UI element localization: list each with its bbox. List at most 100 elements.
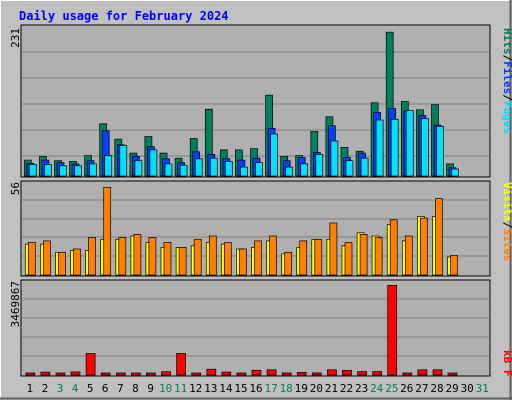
bars-bottom xyxy=(25,284,458,376)
day-label: 4 xyxy=(72,382,79,395)
bar-pages-day-17 xyxy=(270,133,278,177)
bar-pages-day-29 xyxy=(451,168,459,177)
bar-sites-day-15 xyxy=(239,248,247,276)
bar-sites-day-21 xyxy=(329,222,338,276)
bar-kbytes-day-10 xyxy=(161,371,171,376)
bar-kbytes-day-11 xyxy=(176,353,186,376)
bar-kbytes-day-28 xyxy=(432,369,443,376)
bar-sites-day-1 xyxy=(27,242,36,276)
bar-sites-day-2 xyxy=(43,240,51,276)
bar-kbytes-day-26 xyxy=(402,372,413,376)
legend-middle: Visits/Sites xyxy=(501,182,512,262)
bar-kbytes-day-19 xyxy=(296,372,307,376)
bar-kbytes-day-24 xyxy=(372,371,382,376)
bar-kbytes-day-29 xyxy=(447,372,458,376)
bar-sites-day-12 xyxy=(193,238,202,276)
bar-pages-day-2 xyxy=(44,164,52,177)
day-label: 31 xyxy=(476,382,489,395)
bar-sites-day-10 xyxy=(163,242,172,276)
bar-pages-day-27 xyxy=(421,118,429,177)
bar-kbytes-day-6 xyxy=(100,372,111,376)
bar-kbytes-day-13 xyxy=(206,368,217,376)
bar-sites-day-17 xyxy=(269,235,277,276)
day-label: 14 xyxy=(219,382,233,395)
day-label: 2 xyxy=(42,382,49,395)
legend-files: Files xyxy=(501,61,512,94)
bar-kbytes-day-27 xyxy=(417,369,428,376)
day-label: 29 xyxy=(445,382,458,395)
bar-pages-day-5 xyxy=(89,163,97,177)
day-label: 8 xyxy=(132,382,139,395)
legend-top: Hits/Files/Pages xyxy=(501,28,512,134)
day-label: 13 xyxy=(204,382,217,395)
bar-sites-day-24 xyxy=(374,237,383,276)
bar-sites-day-28 xyxy=(435,198,443,276)
bar-sites-day-8 xyxy=(133,234,142,276)
bar-kbytes-day-1 xyxy=(25,372,36,376)
legend-bottom: kB F xyxy=(501,350,512,377)
day-label: 22 xyxy=(340,382,353,395)
bar-sites-day-6 xyxy=(103,186,112,276)
day-label: 3 xyxy=(57,382,64,395)
bar-kbytes-day-14 xyxy=(221,371,232,376)
legend-sites: Sites xyxy=(501,228,512,261)
day-label: 19 xyxy=(295,382,308,395)
bar-kbytes-day-8 xyxy=(131,372,141,376)
day-label: 24 xyxy=(370,382,384,395)
bar-sites-day-11 xyxy=(178,247,187,276)
bar-sites-day-7 xyxy=(118,237,127,276)
day-label: 9 xyxy=(147,382,154,395)
bar-pages-day-10 xyxy=(164,163,173,177)
bar-kbytes-day-15 xyxy=(236,372,247,376)
bar-kbytes-day-2 xyxy=(40,371,51,376)
legend-sep: / xyxy=(501,94,512,101)
day-label: 18 xyxy=(280,382,293,395)
bar-pages-day-23 xyxy=(360,157,369,177)
bar-kbytes-day-21 xyxy=(327,369,337,376)
day-label: 30 xyxy=(461,382,474,395)
legend-sep: / xyxy=(501,55,512,62)
bars-middle xyxy=(24,186,458,276)
legend-hits: Hits xyxy=(501,28,512,55)
day-labels: 1 2 3 4 5 6 7 8 9 10 11 12 13 14 15 16 17 18 19 20 21 22 23 24 2… xyxy=(26,382,488,395)
day-label: 21 xyxy=(325,382,338,395)
bar-sites-day-18 xyxy=(284,251,293,276)
bar-sites-day-23 xyxy=(359,234,368,276)
bar-kbytes-day-22 xyxy=(342,369,352,376)
day-label: 11 xyxy=(174,382,187,395)
bar-pages-day-6 xyxy=(104,155,113,177)
bar-pages-day-4 xyxy=(74,165,82,177)
day-label: 20 xyxy=(310,382,323,395)
bar-pages-day-7 xyxy=(119,145,128,177)
bar-sites-day-3 xyxy=(58,251,66,276)
day-label: 16 xyxy=(249,382,262,395)
bar-kbytes-day-16 xyxy=(251,369,262,376)
day-label: 23 xyxy=(355,382,368,395)
day-label: 7 xyxy=(117,382,124,395)
bar-kbytes-day-5 xyxy=(85,353,96,376)
axis-max-middle: 56 xyxy=(9,182,22,195)
bars-top xyxy=(23,31,459,177)
bar-kbytes-day-23 xyxy=(357,371,367,376)
day-label: 10 xyxy=(159,382,172,395)
bar-kbytes-day-18 xyxy=(281,372,292,376)
bar-kbytes-day-12 xyxy=(191,372,202,376)
bar-pages-day-25 xyxy=(390,119,399,177)
bar-kbytes-day-17 xyxy=(266,369,277,376)
bar-sites-day-29 xyxy=(450,255,458,276)
day-label: 17 xyxy=(264,382,277,395)
bar-pages-day-22 xyxy=(345,160,354,177)
bar-sites-day-4 xyxy=(73,248,81,276)
legend-pages: Pages xyxy=(501,101,512,134)
bar-pages-day-14 xyxy=(224,161,233,177)
day-label: 15 xyxy=(234,382,247,395)
bar-pages-day-13 xyxy=(209,157,218,177)
day-label: 26 xyxy=(400,382,413,395)
bar-sites-day-5 xyxy=(88,237,96,276)
panel-bottom-frame xyxy=(20,279,491,377)
bar-pages-day-24 xyxy=(375,119,384,177)
bar-sites-day-13 xyxy=(208,235,217,276)
bar-sites-day-16 xyxy=(254,240,262,276)
bar-kbytes-day-4 xyxy=(70,371,81,376)
